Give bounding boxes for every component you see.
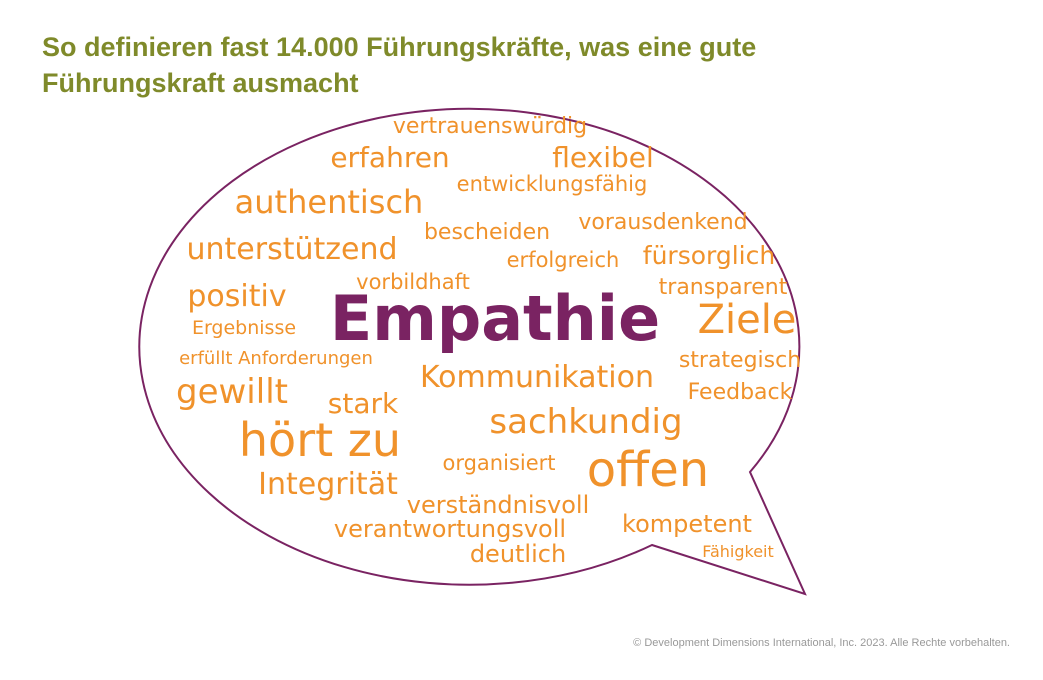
word: positiv <box>187 279 286 314</box>
word: vorbildhaft <box>356 270 470 294</box>
word: Empathie <box>330 282 660 355</box>
word: sachkundig <box>489 402 682 442</box>
word: authentisch <box>235 183 424 221</box>
word: strategisch <box>679 348 801 373</box>
word: bescheiden <box>424 220 550 245</box>
word: organisiert <box>442 451 555 475</box>
word: kompetent <box>622 510 752 538</box>
word: offen <box>587 442 709 498</box>
word: Feedback <box>688 380 793 405</box>
word: vertrauenswürdig <box>393 114 587 139</box>
word: gewillt <box>176 372 288 412</box>
word: unterstützend <box>186 232 397 267</box>
word: erfahren <box>330 141 449 174</box>
word: Kommunikation <box>420 360 654 395</box>
copyright: © Development Dimensions International, … <box>633 637 1010 649</box>
word: entwicklungsfähig <box>457 172 648 196</box>
speech-bubble <box>138 107 807 596</box>
word: stark <box>328 387 399 420</box>
word: Ziele <box>698 297 797 343</box>
word: Integrität <box>258 467 398 502</box>
word: Ergebnisse <box>192 317 296 339</box>
word: hört zu <box>239 413 401 467</box>
word: erfüllt Anforderungen <box>179 348 373 369</box>
word: vorausdenkend <box>578 210 747 235</box>
word: verständnisvoll <box>407 491 590 519</box>
word: deutlich <box>470 540 566 568</box>
word: erfolgreich <box>507 248 620 272</box>
word: flexibel <box>552 141 654 174</box>
word: verantwortungsvoll <box>334 515 566 543</box>
word: Fähigkeit <box>702 542 774 561</box>
word: transparent <box>659 275 788 300</box>
title: So definieren fast 14.000 Führungskräfte… <box>42 32 756 98</box>
word: fürsorglich <box>643 241 775 270</box>
